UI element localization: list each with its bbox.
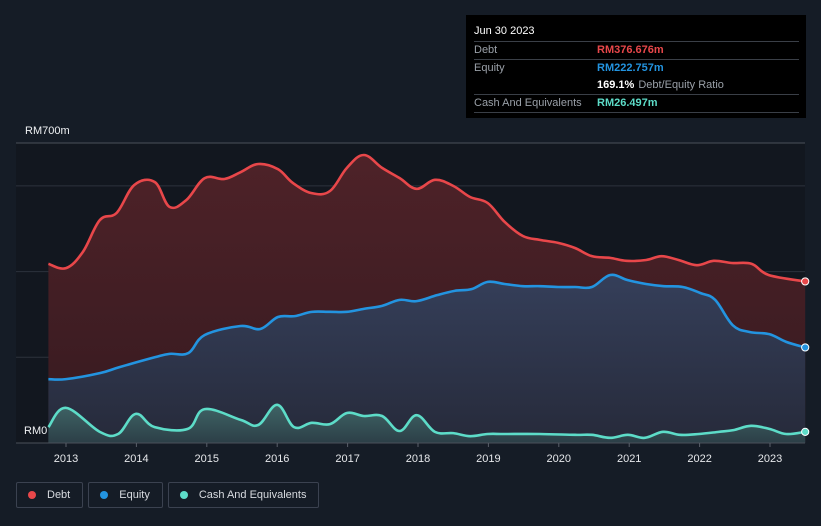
equity-dot-icon	[100, 491, 109, 499]
y-axis-top-label: RM700m	[25, 125, 70, 137]
cash-line	[47, 403, 806, 440]
legend-label: Cash And Equivalents	[198, 489, 307, 501]
series-lines	[47, 153, 806, 440]
tooltip-cash-label: Cash And Equivalents	[474, 97, 582, 109]
tooltip-row-ratio: 169.1% Debt/Equity Ratio	[474, 77, 799, 95]
legend-label: Debt	[47, 489, 71, 501]
tooltip-debt-value: RM376.676m	[597, 44, 664, 56]
x-tick-label: 2023	[758, 453, 782, 465]
x-tick-label: 2016	[265, 453, 289, 465]
x-tick-label: 2020	[547, 453, 571, 465]
tooltip-row-equity: Equity RM222.757m	[474, 60, 799, 77]
debt-point	[801, 277, 810, 286]
x-tick-label: 2017	[335, 453, 359, 465]
legend-item-cash[interactable]: Cash And Equivalents	[167, 482, 320, 508]
x-tick-label: 2013	[54, 453, 78, 465]
cash-point	[801, 427, 810, 436]
debt-line	[47, 153, 806, 283]
tooltip-debt-label: Debt	[474, 44, 498, 56]
debt-dot-icon	[28, 491, 36, 499]
x-tick-label: 2015	[195, 453, 219, 465]
tooltip-equity-label: Equity	[474, 62, 505, 74]
data-tooltip: Jun 30 2023 Debt RM376.676m Equity RM222…	[466, 15, 806, 118]
legend-item-debt[interactable]: Debt	[16, 482, 84, 508]
equity-line	[48, 273, 806, 381]
tooltip-ratio-label: Debt/Equity Ratio	[638, 79, 724, 91]
legend-item-equity[interactable]: Equity	[88, 482, 163, 508]
x-axis: 2013 2014 2015 2016 2017 2018 2019 2020 2021 2022…	[16, 442, 805, 465]
equity-area	[48, 274, 806, 443]
tooltip-date: Jun 30 2023	[474, 23, 799, 42]
chart-legend: Debt Equity Cash And Equivalents	[16, 482, 320, 508]
x-tick-label: 2021	[617, 453, 641, 465]
tooltip-ratio-value: 169.1%	[597, 79, 635, 91]
cash-dot-icon	[179, 491, 188, 499]
y-axis-bottom-label: RM0	[24, 425, 48, 437]
x-tick-label: 2018	[406, 453, 430, 465]
x-tick-label: 2019	[476, 453, 500, 465]
tooltip-row-debt: Debt RM376.676m	[474, 42, 799, 60]
x-tick-label: 2022	[687, 453, 711, 465]
tooltip-row-cash: Cash And Equivalents RM26.497m	[474, 95, 799, 113]
legend-label: Equity	[119, 489, 150, 501]
equity-point	[801, 343, 810, 352]
tooltip-equity-value: RM222.757m	[597, 62, 664, 74]
tooltip-cash-value: RM26.497m	[597, 97, 658, 109]
x-tick-label: 2014	[124, 453, 148, 465]
series-end-markers	[801, 277, 810, 436]
